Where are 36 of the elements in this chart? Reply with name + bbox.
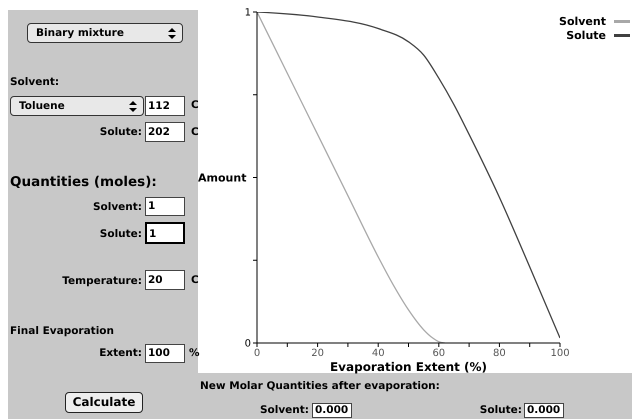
text: C (191, 99, 199, 111)
x-axis-title: Evaporation Extent (%) (330, 360, 488, 374)
text: Solvent: (10, 76, 60, 88)
text: Solvent: (260, 404, 309, 416)
text: 112 (148, 100, 170, 112)
text: Solute: (480, 404, 522, 416)
text: Solvent: (92, 201, 142, 213)
text: 1 (148, 200, 156, 212)
text: Solute: (100, 228, 142, 240)
text: 0.000 (315, 404, 348, 416)
legend-label: Solute (566, 28, 606, 42)
x-tick-label: 40 (372, 348, 385, 360)
text: New Molar Quantities after evaporation: (200, 380, 440, 392)
text: 202 (148, 126, 170, 138)
text: Quantities (moles): (10, 174, 157, 190)
text: 20 (148, 274, 163, 286)
text: Solute: (100, 126, 142, 138)
text: 0.000 (527, 404, 560, 416)
text: Temperature: (62, 275, 142, 287)
text: Extent: (99, 347, 142, 359)
text: Calculate (72, 395, 136, 409)
text: Final Evaporation (10, 325, 114, 337)
text: 1 (149, 228, 156, 240)
text: C (191, 274, 199, 286)
x-tick-label: 60 (432, 348, 446, 360)
x-tick-label: 20 (311, 348, 324, 360)
y-axis-title: Amount (198, 171, 246, 184)
text: Binary mixture (36, 27, 124, 39)
text: Toluene (19, 100, 65, 112)
legend-label: Solvent (559, 14, 606, 28)
x-tick-label: 80 (493, 348, 506, 360)
x-tick-label: 0 (254, 348, 260, 360)
line-series (257, 12, 560, 339)
text: % (189, 347, 200, 359)
text: C (191, 126, 199, 138)
x-tick-label: 100 (550, 348, 570, 360)
